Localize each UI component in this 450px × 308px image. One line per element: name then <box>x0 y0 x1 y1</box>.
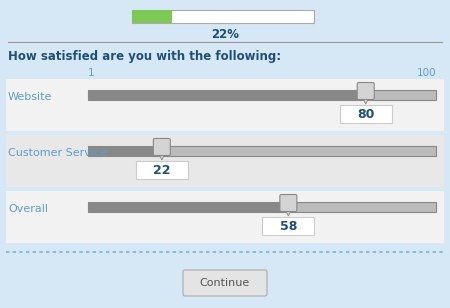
Text: Overall: Overall <box>8 204 48 214</box>
Text: Continue: Continue <box>200 278 250 288</box>
Text: 80: 80 <box>357 107 374 120</box>
Polygon shape <box>362 96 370 104</box>
Bar <box>88 146 436 156</box>
Bar <box>132 10 172 23</box>
Bar <box>132 10 314 23</box>
Bar <box>88 146 162 156</box>
Bar <box>6 191 444 243</box>
Polygon shape <box>284 208 292 216</box>
Text: Customer Service: Customer Service <box>8 148 107 158</box>
FancyBboxPatch shape <box>153 139 170 156</box>
Bar <box>340 105 392 123</box>
Text: How satisfied are you with the following:: How satisfied are you with the following… <box>8 50 281 63</box>
Text: 100: 100 <box>416 68 436 78</box>
Bar <box>88 90 366 100</box>
FancyBboxPatch shape <box>183 270 267 296</box>
Bar <box>6 79 444 131</box>
Text: 22%: 22% <box>211 28 239 41</box>
Text: 22: 22 <box>153 164 171 176</box>
Bar <box>6 135 444 187</box>
Bar <box>262 217 315 235</box>
Text: Website: Website <box>8 92 52 102</box>
Bar <box>88 202 288 212</box>
Bar <box>136 161 188 179</box>
FancyBboxPatch shape <box>280 194 297 212</box>
FancyBboxPatch shape <box>357 83 374 99</box>
Polygon shape <box>158 152 166 160</box>
Text: 1: 1 <box>88 68 94 78</box>
Bar <box>88 202 436 212</box>
Bar <box>88 90 436 100</box>
Text: 58: 58 <box>280 220 297 233</box>
